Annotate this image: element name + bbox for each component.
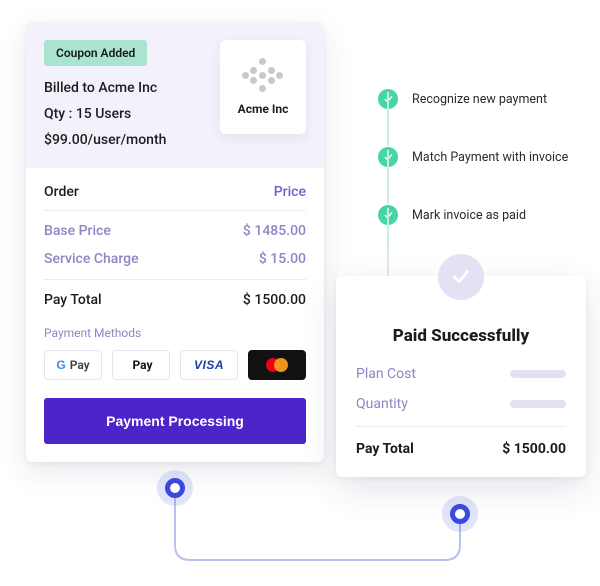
gpay-icon: GPay: [56, 358, 89, 372]
connector-node: [165, 478, 185, 498]
success-total-row: Pay Total $ 1500.00: [356, 426, 566, 457]
billed-to-name: Acme Inc: [98, 80, 157, 96]
order-card-body: Order Price Base Price $ 1485.00 Service…: [26, 168, 324, 462]
vendor-logo-icon: [242, 58, 284, 92]
order-header-price: Price: [274, 184, 306, 200]
success-row-label: Plan Cost: [356, 366, 416, 382]
check-icon: [378, 147, 398, 167]
line-item: Service Charge $ 15.00: [44, 251, 306, 267]
payment-method-applepay[interactable]: Pay: [112, 350, 170, 380]
payment-methods-label: Payment Methods: [44, 326, 306, 340]
visa-icon: VISA: [194, 358, 224, 372]
success-total-amount: $ 1500.00: [502, 441, 566, 457]
coupon-chip: Coupon Added: [44, 40, 147, 66]
check-icon: [378, 205, 398, 225]
order-card-header: Coupon Added Billed to Acme Inc Qty : 15…: [26, 22, 324, 168]
applepay-icon: Pay: [129, 358, 152, 372]
vendor-name: Acme Inc: [238, 102, 289, 116]
rate-line: $99.00/user/month: [44, 132, 306, 148]
success-check-icon: [438, 254, 484, 300]
line-item-amount: $ 15.00: [259, 251, 306, 267]
line-item: Base Price $ 1485.00: [44, 223, 306, 239]
line-item-label: Service Charge: [44, 251, 139, 267]
payment-method-visa[interactable]: VISA: [180, 350, 238, 380]
step-item: Recognize new payment: [378, 70, 568, 128]
payment-method-mastercard[interactable]: [248, 350, 306, 380]
order-header-order: Order: [44, 184, 79, 200]
skeleton-bar: [510, 400, 566, 408]
success-total-label: Pay Total: [356, 441, 414, 457]
step-label: Match Payment with invoice: [412, 150, 568, 165]
mastercard-icon: [266, 358, 288, 372]
steps-timeline: Recognize new payment Match Payment with…: [378, 70, 568, 244]
line-item-label: Base Price: [44, 223, 111, 239]
success-row: Quantity: [356, 396, 566, 412]
billed-to-prefix: Billed to: [44, 80, 98, 96]
order-total-row: Pay Total $ 1500.00: [44, 279, 306, 308]
step-item: Match Payment with invoice: [378, 128, 568, 186]
step-label: Recognize new payment: [412, 92, 547, 107]
step-label: Mark invoice as paid: [412, 208, 526, 223]
success-row: Plan Cost: [356, 366, 566, 382]
order-total-amount: $ 1500.00: [243, 292, 306, 308]
payment-method-gpay[interactable]: GPay: [44, 350, 102, 380]
line-item-amount: $ 1485.00: [243, 223, 306, 239]
connector-node: [450, 504, 470, 524]
skeleton-bar: [510, 370, 566, 378]
success-card: Paid Successfully Plan Cost Quantity Pay…: [336, 276, 586, 477]
check-icon: [378, 89, 398, 109]
order-total-label: Pay Total: [44, 292, 102, 308]
payment-methods-row: GPay Pay VISA: [44, 350, 306, 380]
payment-processing-button[interactable]: Payment Processing: [44, 398, 306, 444]
order-card: Coupon Added Billed to Acme Inc Qty : 15…: [26, 22, 324, 462]
step-item: Mark invoice as paid: [378, 186, 568, 244]
success-title: Paid Successfully: [356, 326, 566, 346]
success-row-label: Quantity: [356, 396, 408, 412]
order-header-row: Order Price: [44, 184, 306, 211]
vendor-tile: Acme Inc: [220, 40, 306, 134]
